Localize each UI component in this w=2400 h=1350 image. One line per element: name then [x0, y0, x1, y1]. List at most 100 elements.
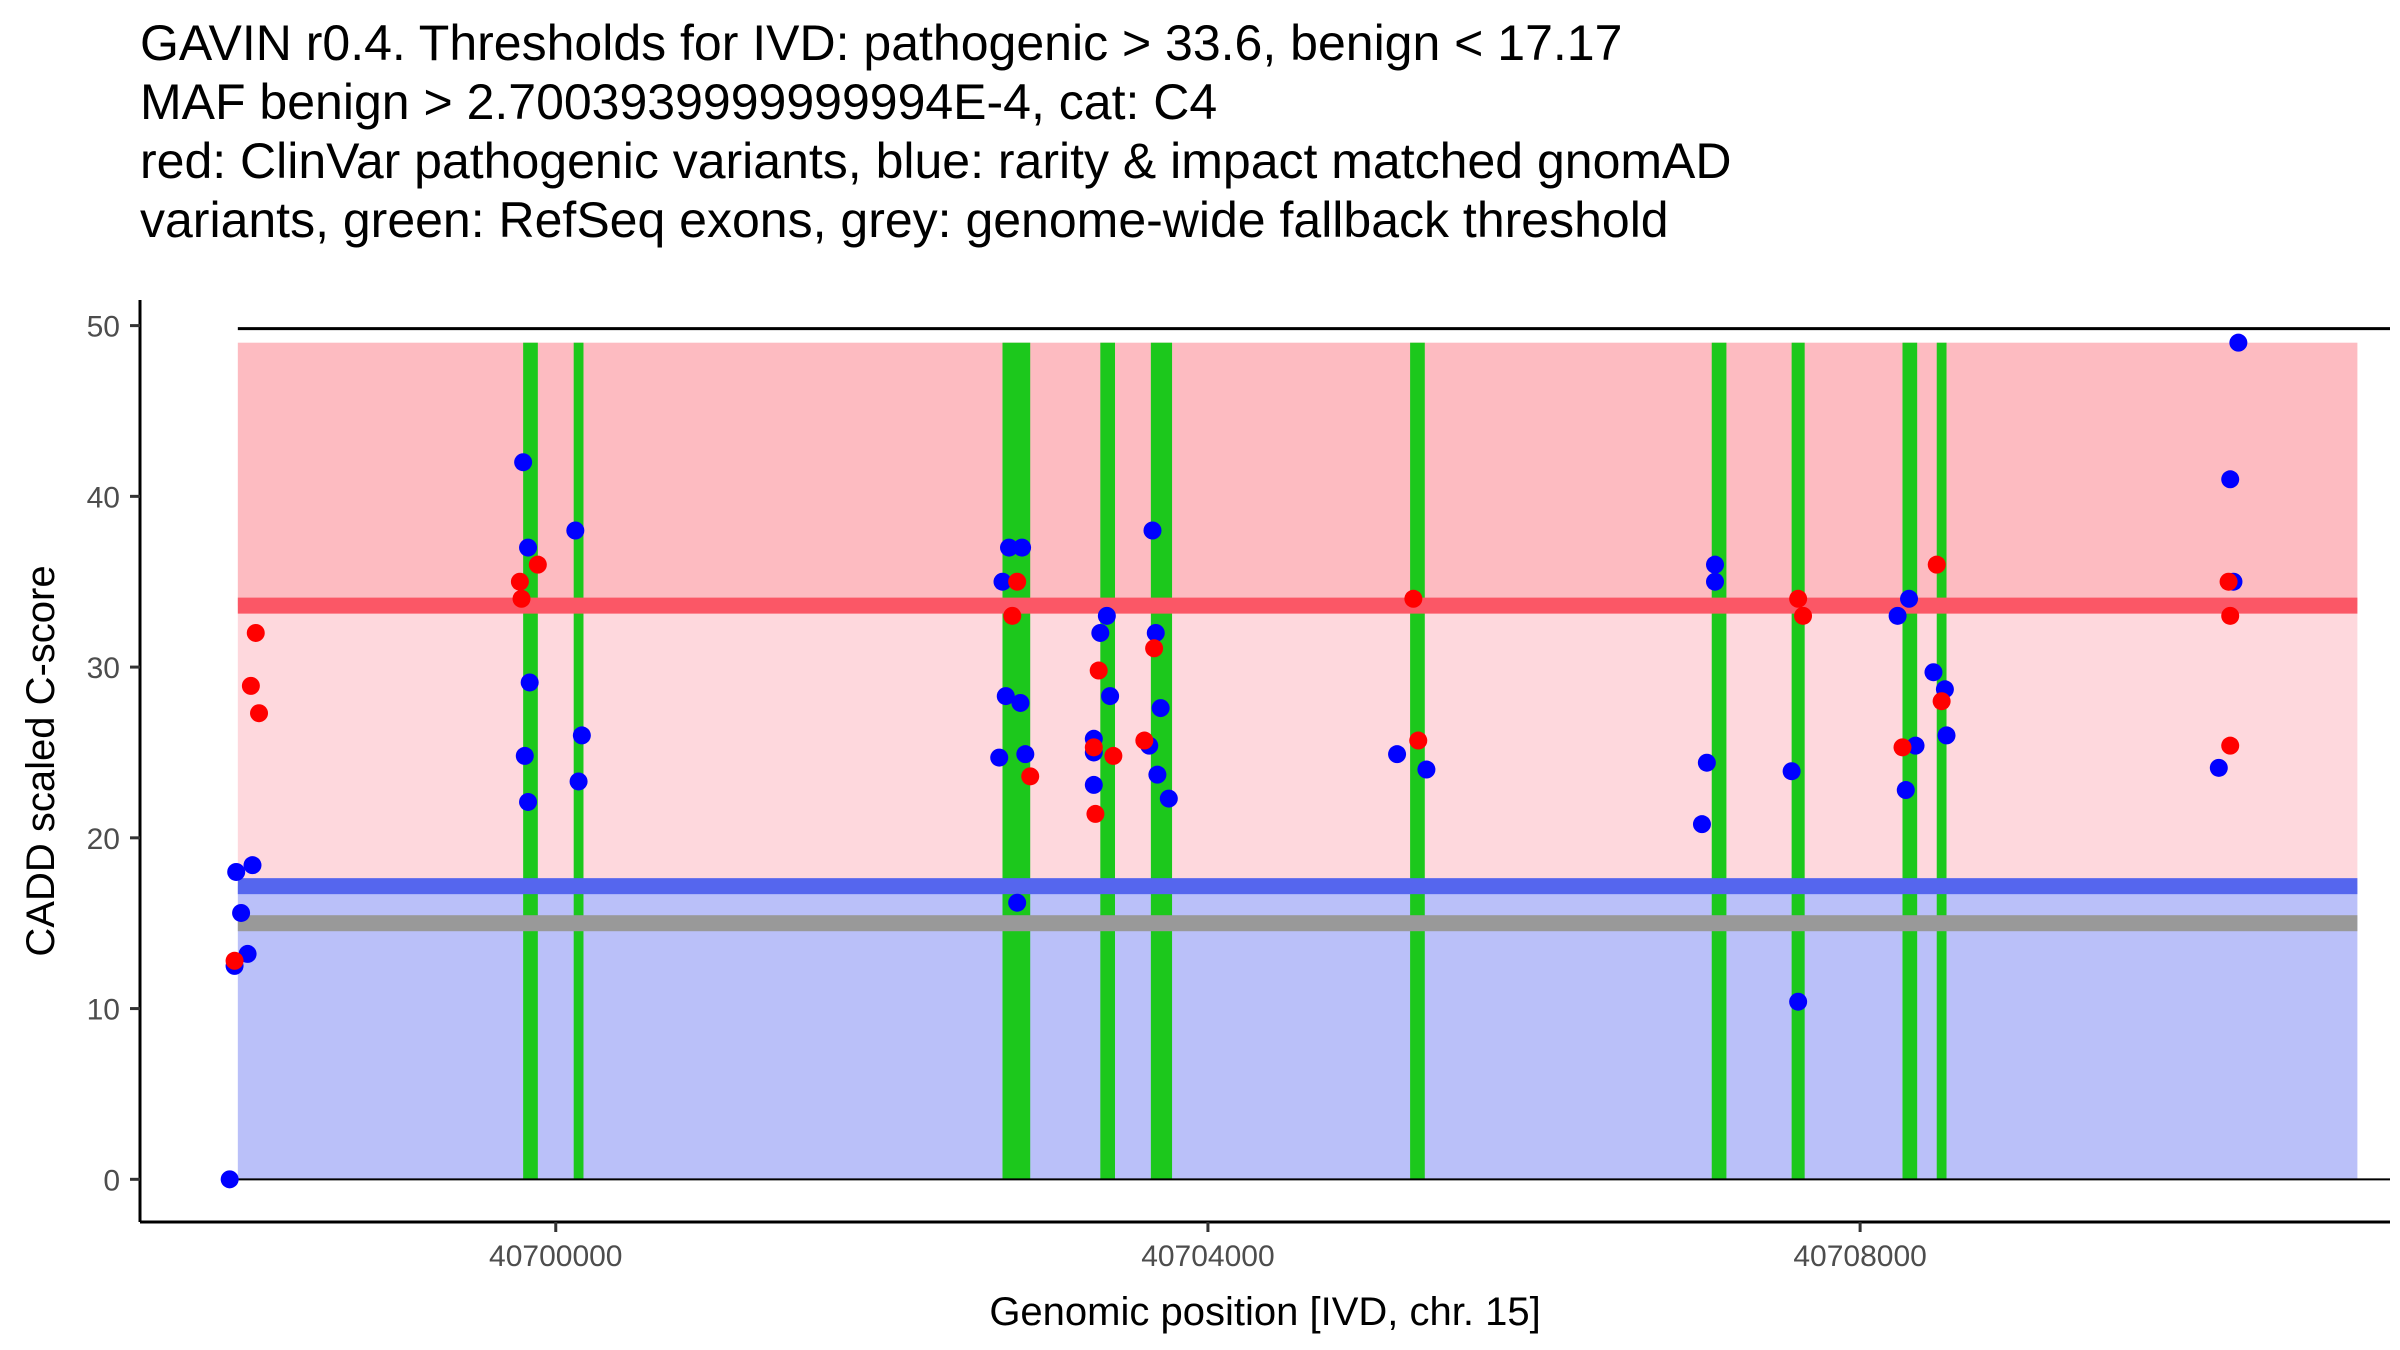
gnomad-point — [243, 856, 262, 875]
clinvar-point — [510, 572, 529, 591]
title-line-1: GAVIN r0.4. Thresholds for IVD: pathogen… — [140, 15, 1623, 71]
clinvar-point — [2221, 606, 2240, 625]
gnomad-point — [1692, 815, 1711, 834]
gnomad-point — [1011, 693, 1030, 712]
gnomad-point — [1388, 745, 1407, 764]
clinvar-point — [1089, 661, 1108, 680]
gnomad-point — [1084, 775, 1103, 794]
gnomad-point — [569, 772, 588, 791]
y-tick-label: 10 — [87, 994, 120, 1027]
threshold-lines — [237, 597, 2390, 1181]
fallback-threshold-line — [237, 915, 2358, 932]
gnomad-point — [1924, 663, 1943, 682]
y-tick-label: 50 — [87, 311, 120, 344]
gnomad-point — [996, 687, 1015, 706]
x-tick-label: 40708000 — [1793, 1240, 1926, 1273]
clinvar-point — [528, 555, 547, 574]
y-tick-label: 0 — [103, 1164, 120, 1197]
tick-labels: 0 10 20 30 40 50 40700000 40704000 40708000 — [87, 311, 1927, 1273]
clinvar-point — [1084, 738, 1103, 757]
clinvar-point — [1409, 731, 1428, 750]
clinvar-point — [1932, 692, 1951, 711]
vus-region — [237, 605, 2358, 887]
gnomad-point — [1013, 538, 1032, 557]
gnomad-point — [993, 572, 1012, 591]
clinvar-point — [1794, 606, 1813, 625]
exon-band — [573, 342, 584, 1180]
gnomad-point — [2229, 333, 2248, 352]
clinvar-point — [1789, 589, 1808, 608]
chart-title: GAVIN r0.4. Thresholds for IVD: pathogen… — [140, 14, 1731, 250]
y-tick-label: 20 — [87, 823, 120, 856]
benign-threshold-line — [237, 878, 2358, 895]
gnomad-point — [220, 1170, 239, 1189]
gnomad-point — [1151, 699, 1170, 718]
gnomad-point — [1091, 623, 1110, 642]
gnomad-point — [1417, 760, 1436, 779]
clinvar-point — [1003, 606, 1022, 625]
exon-band — [1936, 342, 1947, 1180]
clinvar-point — [250, 704, 269, 723]
clinvar-point — [241, 676, 260, 695]
clinvar-point — [1893, 738, 1912, 757]
x-axis-label: Genomic position [IVD, chr. 15] — [989, 1290, 1540, 1334]
gnomad-point — [514, 453, 533, 472]
gnomad-point — [2221, 470, 2240, 489]
gnomad-point — [1937, 726, 1956, 745]
gnomad-point — [1000, 538, 1019, 557]
gnomad-point — [2209, 758, 2228, 777]
gnomad-point — [572, 726, 591, 745]
exon-band — [1902, 342, 1918, 1180]
clinvar-point — [1404, 589, 1423, 608]
y-tick-label: 40 — [87, 481, 120, 514]
title-line-2: MAF benign > 2.7003939999999994E-4, cat:… — [140, 74, 1218, 130]
y-axis-label: CADD scaled C-score — [19, 565, 63, 956]
gnomad-point — [1097, 606, 1116, 625]
gnomad-point — [1789, 992, 1808, 1011]
clinvar-point — [2219, 572, 2238, 591]
gnomad-point — [1008, 893, 1027, 912]
gnomad-point — [520, 673, 539, 692]
data-points — [220, 333, 2248, 1189]
gnomad-point — [1706, 555, 1724, 574]
gnomad-point — [990, 748, 1009, 767]
gnomad-point — [1900, 589, 1919, 608]
pathogenic-region — [237, 342, 2358, 606]
clinvar-point — [246, 623, 265, 642]
exon-band — [1150, 342, 1173, 1180]
gnomad-point — [1888, 606, 1907, 625]
gnomad-point — [1143, 521, 1162, 540]
gnomad-point — [1101, 687, 1120, 706]
clinvar-point — [1104, 746, 1123, 765]
clinvar-point — [1145, 639, 1164, 658]
gnomad-point — [1159, 789, 1178, 808]
exon-band — [1791, 342, 1805, 1180]
gnomad-point — [1896, 781, 1915, 800]
x-tick-label: 40704000 — [1141, 1240, 1274, 1273]
gnomad-point — [1706, 572, 1724, 591]
title-line-4: variants, green: RefSeq exons, grey: gen… — [140, 192, 1669, 248]
clinvar-point — [1008, 572, 1027, 591]
y-tick-label: 30 — [87, 652, 120, 685]
exon-band — [1410, 342, 1425, 1180]
x-tick-label: 40700000 — [489, 1240, 622, 1273]
gnomad-point — [1146, 623, 1165, 642]
pathogenic-threshold-line — [237, 597, 2358, 614]
gnomad-point — [515, 746, 534, 765]
gnomad-point — [1782, 762, 1801, 781]
gnomad-point — [1148, 765, 1167, 784]
gnomad-point — [232, 903, 251, 922]
clinvar-point — [512, 589, 531, 608]
clinvar-point — [1927, 555, 1946, 574]
clinvar-point — [1086, 804, 1105, 823]
gnomad-point — [519, 792, 538, 811]
gnomad-point — [1697, 753, 1716, 772]
axes — [138, 300, 2390, 1224]
clinvar-point — [1135, 731, 1154, 750]
benign-region — [237, 886, 2358, 1180]
clinvar-point — [1021, 767, 1040, 786]
title-line-3: red: ClinVar pathogenic variants, blue: … — [140, 133, 1732, 189]
gnomad-point — [227, 862, 246, 881]
gnomad-point — [1016, 745, 1035, 764]
